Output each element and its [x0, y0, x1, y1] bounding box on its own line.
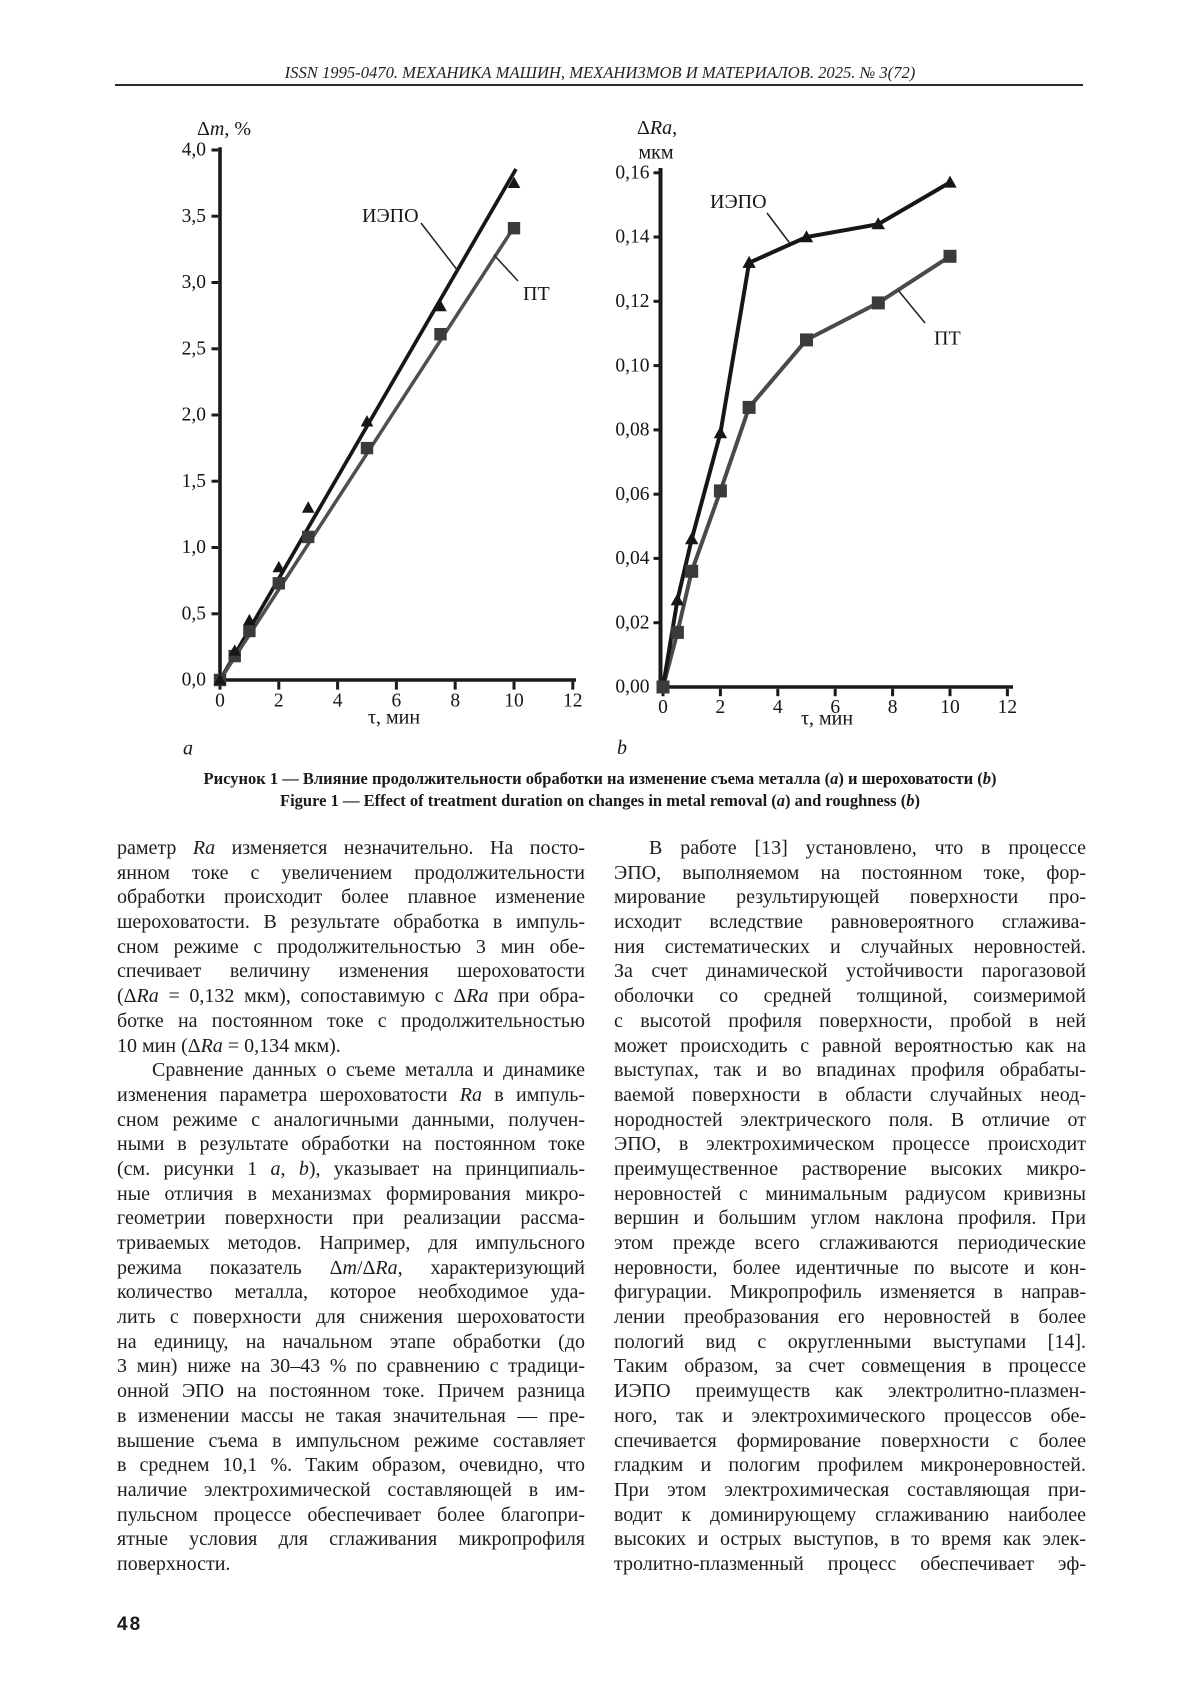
svg-text:ΔRa,: ΔRa,	[637, 117, 677, 139]
svg-text:ПТ: ПТ	[523, 283, 550, 305]
svg-text:4,0: 4,0	[182, 140, 206, 161]
svg-text:0,12: 0,12	[615, 291, 649, 312]
svg-text:0,00: 0,00	[615, 677, 649, 698]
svg-text:τ, мин: τ, мин	[368, 707, 420, 729]
svg-text:3,5: 3,5	[182, 206, 206, 227]
svg-text:Δm, %: Δm, %	[197, 118, 251, 140]
svg-text:1,5: 1,5	[182, 471, 206, 492]
svg-text:a: a	[183, 738, 193, 760]
svg-text:6: 6	[830, 697, 840, 718]
svg-text:0,08: 0,08	[615, 420, 649, 441]
svg-text:2: 2	[716, 697, 726, 718]
svg-text:ИЭПО: ИЭПО	[362, 205, 419, 227]
svg-text:3,0: 3,0	[182, 272, 206, 293]
svg-text:1,0: 1,0	[182, 537, 206, 558]
svg-text:12: 12	[563, 691, 583, 712]
svg-text:10: 10	[504, 691, 524, 712]
svg-text:ИЭПО: ИЭПО	[710, 191, 767, 213]
svg-text:2,5: 2,5	[182, 338, 206, 359]
svg-text:8: 8	[450, 691, 460, 712]
svg-text:0,0: 0,0	[182, 670, 206, 691]
svg-text:2,0: 2,0	[182, 405, 206, 426]
svg-text:ПТ: ПТ	[934, 328, 961, 350]
svg-text:b: b	[617, 737, 627, 759]
svg-text:0,14: 0,14	[615, 227, 649, 248]
svg-text:0,16: 0,16	[615, 163, 649, 184]
svg-text:4: 4	[773, 697, 783, 718]
svg-text:4: 4	[333, 691, 343, 712]
svg-text:0,04: 0,04	[615, 548, 649, 569]
svg-text:12: 12	[998, 697, 1018, 718]
svg-text:мкм: мкм	[638, 142, 673, 164]
svg-text:6: 6	[392, 691, 402, 712]
svg-text:τ, мин: τ, мин	[801, 708, 853, 730]
svg-text:0: 0	[658, 697, 668, 718]
svg-text:0,06: 0,06	[615, 484, 649, 505]
svg-text:10: 10	[940, 697, 960, 718]
svg-text:0,10: 0,10	[615, 355, 649, 376]
svg-text:0: 0	[215, 691, 225, 712]
svg-text:8: 8	[888, 697, 898, 718]
svg-text:0,02: 0,02	[615, 612, 649, 633]
svg-text:0,5: 0,5	[182, 604, 206, 625]
svg-text:2: 2	[274, 691, 284, 712]
